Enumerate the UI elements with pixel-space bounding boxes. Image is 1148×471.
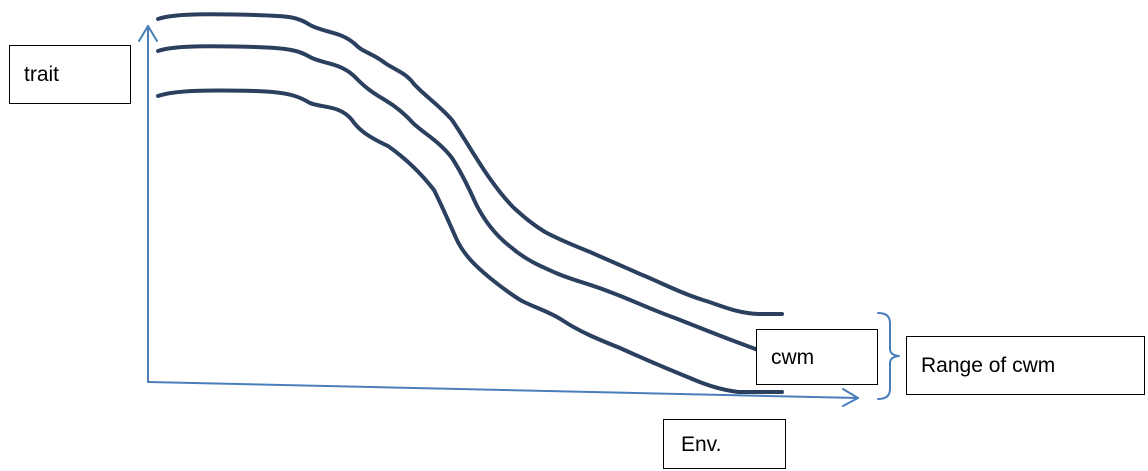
cwm-label: cwm [771, 345, 815, 369]
x-axis-arrowhead [842, 388, 859, 407]
y-axis-label-box: trait [9, 45, 131, 104]
range-bracket [877, 312, 900, 400]
x-axis-label: Env. [681, 432, 722, 456]
axes [138, 25, 859, 407]
x-axis-line [147, 381, 859, 399]
curve-middle [156, 44, 784, 352]
curve-lower [156, 88, 784, 394]
cwm-label-box: cwm [756, 329, 878, 385]
curve-upper [156, 12, 784, 316]
y-axis-label: trait [24, 63, 60, 86]
range-label-box: Range of cwm [906, 336, 1145, 395]
y-axis-arrowhead [138, 25, 158, 42]
x-axis-label-box: Env. [663, 419, 786, 469]
curves [156, 12, 784, 394]
range-label: Range of cwm [921, 354, 1056, 377]
